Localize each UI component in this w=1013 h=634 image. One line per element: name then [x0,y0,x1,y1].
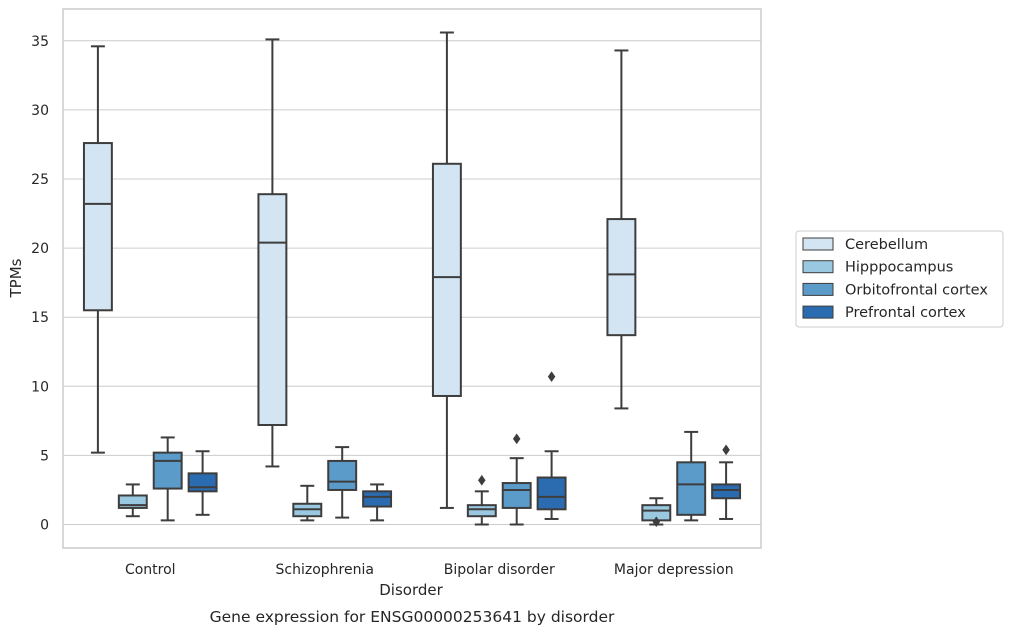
iqr-box [82,142,113,312]
y-tick-label: 5 [40,448,49,464]
box-prefrontal-cortex-schizophrenia [362,483,393,522]
outlier-point [652,516,661,528]
iqr-box [606,218,637,337]
y-tick-label: 15 [31,310,49,326]
y-axis-label: TPMs [7,258,25,298]
box-prefrontal-cortex-bipolar-disorder [536,371,567,520]
box-cerebellum-bipolar-disorder [431,31,462,509]
plot-border [62,8,762,549]
iqr-box [466,504,497,518]
legend-frame [795,230,1004,328]
iqr-box [257,193,288,426]
plot-frame [62,8,762,549]
iqr-box [676,461,707,516]
legend-item-cerebellum: Cerebellum [802,237,928,253]
legend-swatch [802,282,834,296]
iqr-box [327,459,358,491]
legend-label: Hipppocampus [845,260,953,276]
box-orbitofrontal-cortex-schizophrenia [327,446,358,519]
iqr-box [501,482,532,509]
y-tick-label: 10 [31,379,49,395]
box-orbitofrontal-cortex-bipolar-disorder [501,433,532,526]
x-tick-labels: Control Schizophrenia Bipolar disorder Majo… [125,562,734,578]
iqr-box [152,451,183,490]
legend-item-orbitofrontal-cortex: Orbitofrontal cortex [802,282,988,298]
legend-label: Cerebellum [845,237,928,253]
y-tick-label: 25 [31,172,49,188]
outlier-point [477,474,486,486]
outlier-point [547,371,556,383]
legend-label: Prefrontal cortex [845,305,966,321]
x-tick-label: Major depression [614,562,734,578]
box-hipppocampus-control [117,483,148,518]
box-hipppocampus-major-depression [641,497,672,528]
box-hipppocampus-schizophrenia [292,484,323,522]
box-hipppocampus-bipolar-disorder [466,474,497,526]
box-cerebellum-control [82,45,113,454]
legend-swatch [802,260,834,274]
box-prefrontal-cortex-control [187,450,218,516]
y-tick-label: 20 [31,241,49,257]
y-tick-label: 0 [40,518,49,534]
box-orbitofrontal-cortex-control [152,436,183,522]
iqr-box [711,483,742,500]
iqr-box [362,490,393,508]
legend-label: Orbitofrontal cortex [845,282,988,298]
legend-item-hipppocampus: Hipppocampus [802,260,953,276]
iqr-box [187,472,218,493]
x-tick-label: Schizophrenia [276,562,374,578]
chart-caption: Gene expression for ENSG00000253641 by d… [210,608,615,626]
y-tick-labels: 0 5 10 15 20 25 30 35 [31,34,49,534]
x-axis-label: Disorder [379,581,443,599]
legend: Cerebellum Hipppocampus Orbitofrontal cort… [795,230,1004,328]
outlier-point [722,444,730,456]
y-tick-label: 35 [31,34,49,50]
box-cerebellum-major-depression [606,49,637,410]
outlier-point [512,433,521,445]
box-prefrontal-cortex-major-depression [711,444,742,520]
legend-swatch [802,237,834,251]
box-layer [82,31,742,528]
box-orbitofrontal-cortex-major-depression [676,430,707,522]
legend-swatch [802,305,834,319]
x-tick-label: Bipolar disorder [444,562,555,578]
box-cerebellum-schizophrenia [257,38,288,468]
x-tick-label: Control [125,562,176,578]
iqr-box [536,476,567,511]
legend-item-prefrontal-cortex: Prefrontal cortex [802,305,966,321]
iqr-box [431,162,462,397]
y-tick-label: 30 [31,103,49,119]
